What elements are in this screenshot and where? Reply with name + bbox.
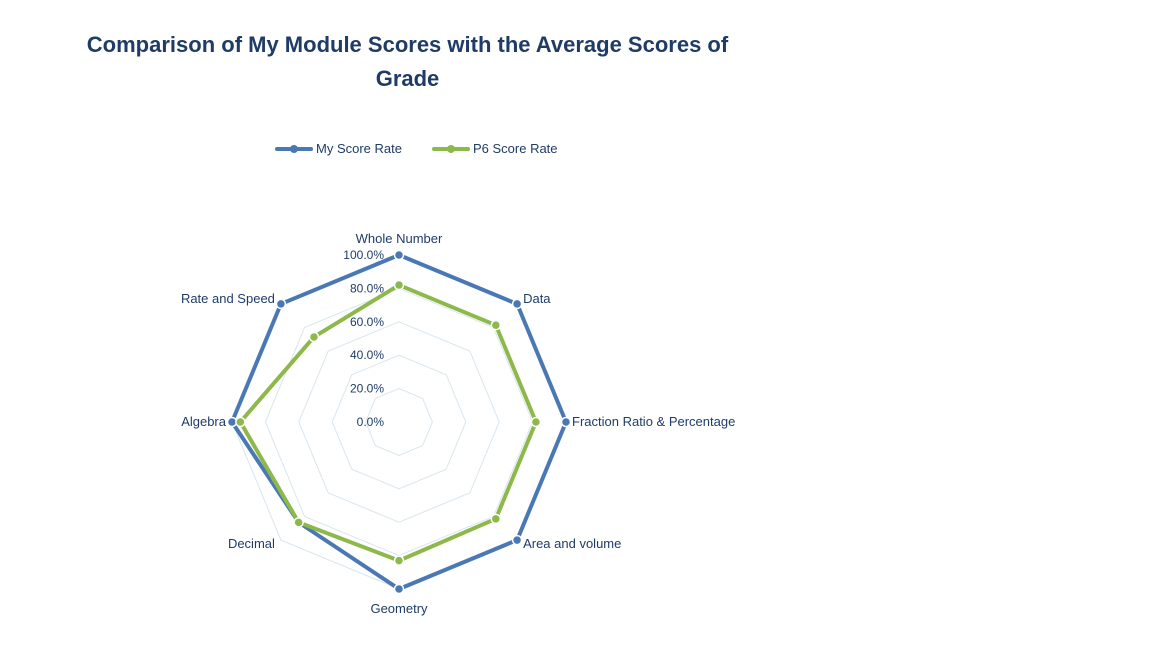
data-point-1-7 — [308, 331, 320, 343]
radial-tick-label: 100.0% — [343, 248, 384, 262]
data-point-1-5 — [293, 517, 304, 528]
grid-ring — [365, 388, 433, 456]
legend-label-my-score: My Score Rate — [316, 141, 402, 156]
category-label: Geometry — [370, 601, 428, 616]
legend-swatch-p6-score — [431, 144, 470, 154]
category-label: Fraction Ratio & Percentage — [572, 414, 735, 429]
grid-ring — [298, 321, 500, 523]
data-point-1-3 — [490, 513, 502, 525]
category-label: Area and volume — [523, 536, 621, 551]
data-point-0-1 — [511, 298, 523, 310]
data-point-1-0 — [393, 279, 405, 291]
legend-item-my-score: My Score Rate — [275, 141, 402, 156]
legend-label-p6-score: P6 Score Rate — [472, 141, 558, 156]
grid-ring — [331, 354, 467, 490]
data-point-0-4 — [393, 583, 405, 595]
radial-tick-label: 20.0% — [350, 382, 384, 396]
category-label: Algebra — [181, 414, 227, 429]
category-label: Rate and Speed — [181, 291, 275, 306]
category-label: Data — [523, 291, 551, 306]
data-point-1-2 — [530, 416, 542, 428]
data-point-0-3 — [511, 534, 523, 546]
data-point-1-4 — [393, 555, 405, 566]
data-point-0-7 — [275, 298, 287, 310]
category-label: Whole Number — [356, 231, 443, 246]
radial-tick-label: 40.0% — [350, 348, 384, 362]
legend: My Score Rate P6 Score Rate — [275, 141, 558, 156]
radial-tick-label: 0.0% — [357, 415, 385, 429]
legend-item-p6-score: P6 Score Rate — [431, 141, 558, 156]
category-label: Decimal — [228, 536, 275, 551]
radial-tick-label: 60.0% — [350, 315, 384, 329]
radial-tick-label: 80.0% — [350, 281, 384, 295]
data-point-1-6 — [235, 416, 246, 428]
legend-swatch-my-score — [275, 144, 313, 154]
data-point-0-0 — [393, 249, 405, 261]
data-point-1-1 — [490, 319, 502, 331]
chart-title: Comparison of My Module Scores with the … — [86, 32, 729, 91]
data-point-0-2 — [560, 416, 572, 428]
